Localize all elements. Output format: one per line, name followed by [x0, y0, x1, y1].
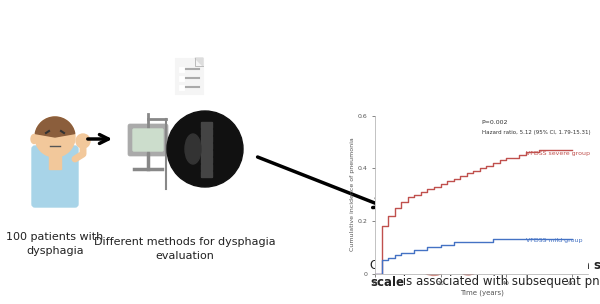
Polygon shape: [195, 58, 203, 66]
Bar: [179, 76, 184, 81]
Ellipse shape: [410, 237, 438, 271]
Ellipse shape: [464, 241, 487, 271]
Text: 100 patients with
dysphagia: 100 patients with dysphagia: [7, 232, 104, 256]
Text: is associated with subsequent pneumonia: is associated with subsequent pneumonia: [399, 275, 600, 288]
Ellipse shape: [185, 134, 201, 164]
Bar: [448, 207, 454, 210]
FancyBboxPatch shape: [202, 130, 212, 136]
Bar: [448, 223, 454, 226]
Wedge shape: [35, 117, 74, 137]
Bar: [448, 211, 454, 214]
FancyBboxPatch shape: [128, 124, 168, 156]
Circle shape: [35, 117, 75, 157]
Bar: [179, 85, 184, 90]
Text: Hazard ratio, 5.12 (95% CI, 1.79-15.31): Hazard ratio, 5.12 (95% CI, 1.79-15.31): [482, 130, 590, 135]
FancyBboxPatch shape: [32, 146, 78, 207]
Bar: [448, 203, 454, 206]
Ellipse shape: [31, 134, 37, 143]
FancyBboxPatch shape: [202, 157, 212, 164]
Text: scale: scale: [370, 275, 404, 288]
Y-axis label: Cumulative incidence of pneumonia: Cumulative incidence of pneumonia: [350, 138, 355, 251]
Text: VFDSS severe group: VFDSS severe group: [526, 151, 590, 156]
FancyBboxPatch shape: [202, 123, 212, 129]
Text: Different methods for dysphagia
evaluation: Different methods for dysphagia evaluati…: [94, 237, 276, 261]
FancyBboxPatch shape: [202, 136, 212, 143]
Circle shape: [167, 111, 243, 187]
Ellipse shape: [406, 201, 458, 275]
Bar: [448, 219, 454, 222]
Text: VFDSS mild group: VFDSS mild group: [526, 238, 582, 243]
FancyBboxPatch shape: [133, 129, 163, 151]
Ellipse shape: [449, 207, 491, 275]
FancyBboxPatch shape: [175, 58, 203, 94]
FancyBboxPatch shape: [202, 164, 212, 171]
Bar: [448, 199, 454, 202]
Circle shape: [76, 134, 90, 148]
Text: Prediction of pneumonia: Prediction of pneumonia: [376, 199, 529, 212]
FancyBboxPatch shape: [202, 143, 212, 150]
Bar: [179, 67, 184, 72]
FancyBboxPatch shape: [202, 171, 212, 178]
Text: Only: Only: [370, 260, 401, 272]
X-axis label: Time (years): Time (years): [460, 289, 503, 295]
FancyBboxPatch shape: [202, 150, 212, 157]
Bar: [49, 151, 61, 169]
Bar: [448, 215, 454, 218]
Text: P=0.002: P=0.002: [482, 120, 508, 125]
Text: Videofluoroscopy dysphagia severity: Videofluoroscopy dysphagia severity: [403, 260, 600, 272]
